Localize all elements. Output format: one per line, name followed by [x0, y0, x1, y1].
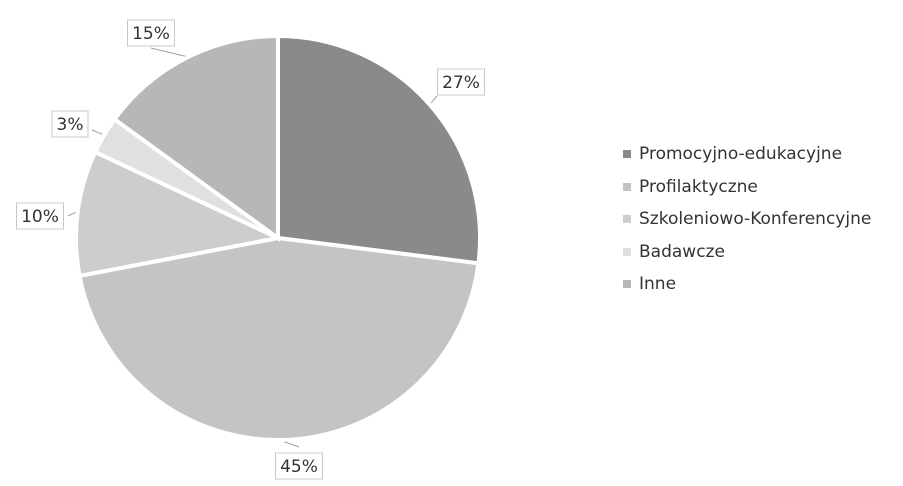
data-label-box: [275, 452, 323, 480]
pie-slice-szkoleniowo-konferencyjne: [74, 149, 285, 279]
data-label: 15%: [132, 24, 170, 44]
legend-swatch: [623, 150, 631, 159]
legend-item: Inne: [623, 268, 871, 301]
leader-line: [430, 95, 438, 104]
leader-line: [284, 441, 300, 448]
legend: Promocyjno-edukacyjne Profilaktyczne Szkol…: [623, 138, 871, 301]
leader-line: [67, 211, 76, 217]
legend-label: Profilaktyczne: [639, 176, 758, 197]
legend-item: Profilaktyczne: [623, 171, 871, 204]
leader-line: [150, 47, 186, 57]
data-label: 45%: [280, 457, 318, 477]
data-label-box: [16, 202, 64, 230]
legend-item: Badawcze: [623, 236, 871, 269]
legend-label: Szkoleniowo-Konferencyjne: [639, 209, 872, 230]
data-label: 27%: [442, 73, 480, 93]
legend-label: Badawcze: [639, 241, 725, 262]
legend-swatch: [623, 247, 631, 256]
data-label-box: [127, 19, 175, 47]
data-label-box: [51, 110, 89, 138]
leader-line: [91, 129, 103, 135]
data-label-box: [437, 68, 485, 96]
legend-item: Szkoleniowo-Konferencyjne: [623, 203, 871, 236]
legend-swatch: [623, 215, 631, 224]
legend-swatch: [623, 182, 631, 191]
data-label: 3%: [57, 115, 84, 135]
legend-item: Promocyjno-edukacyjne: [623, 138, 871, 171]
pie-slice-inne: [111, 33, 280, 242]
data-label: 10%: [21, 207, 59, 227]
legend-label: Promocyjno-edukacyjne: [639, 144, 843, 165]
legend-swatch: [623, 280, 631, 289]
legend-label: Inne: [639, 274, 677, 295]
pie-slice-profilaktyczne: [77, 235, 481, 442]
pie-slice-promocyjno-edukacyjne: [276, 33, 482, 266]
